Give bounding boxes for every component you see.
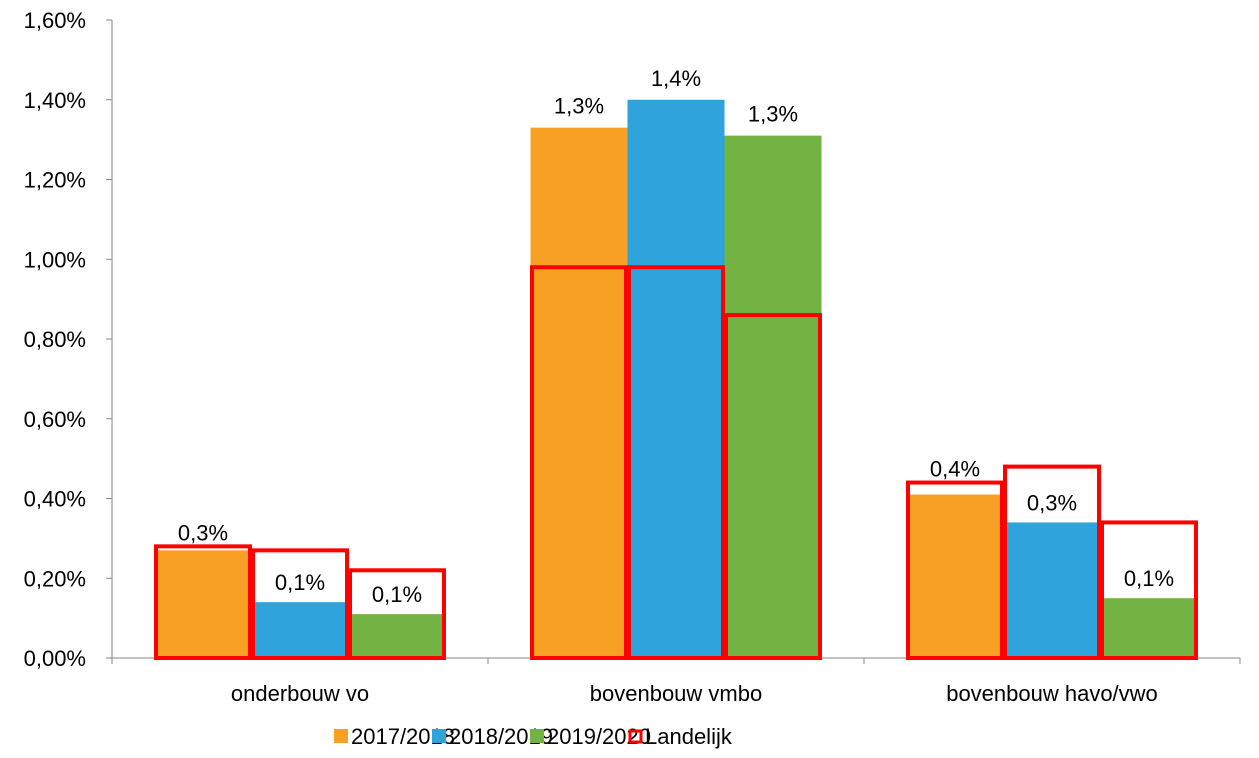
landelijk-outlines	[154, 265, 1198, 661]
legend-item: 2019/2020	[530, 724, 651, 749]
bar	[1100, 598, 1198, 658]
landelijk-outline	[1003, 464, 1101, 660]
data-label: 0,1%	[275, 570, 325, 595]
y-tick-label: 0,60%	[24, 407, 86, 432]
category-label: bovenbouw vmbo	[590, 681, 762, 706]
data-label: 0,4%	[930, 457, 980, 482]
legend-label: Landelijk	[645, 724, 733, 749]
y-tick-label: 0,40%	[24, 487, 86, 512]
legend-swatch	[432, 729, 446, 743]
y-axis: 0,00% 0,20% 0,40% 0,60% 0,80% 1,00% 1,20% 1,40%…	[24, 8, 113, 671]
landelijk-outline	[251, 548, 349, 661]
landelijk-outline	[627, 265, 725, 660]
bar	[530, 127, 628, 659]
data-label: 0,1%	[372, 582, 422, 607]
landelijk-outline	[348, 568, 446, 661]
data-label: 1,3%	[554, 94, 604, 119]
bars	[154, 99, 1198, 659]
x-axis: onderbouw vo bovenbouw vmbo bovenbouw havo…	[111, 657, 1241, 706]
landelijk-outline	[530, 265, 628, 660]
data-label: 0,3%	[178, 520, 228, 545]
y-tick-label: 0,20%	[24, 566, 86, 591]
bar	[348, 614, 446, 658]
data-label: 0,1%	[1124, 566, 1174, 591]
legend-swatch	[334, 729, 348, 743]
landelijk-outline	[724, 313, 822, 660]
bar	[1003, 522, 1101, 658]
y-tick-label: 1,60%	[24, 8, 86, 33]
landelijk-outline	[154, 544, 252, 660]
data-label: 1,3%	[748, 102, 798, 127]
data-label: 1,4%	[651, 66, 701, 91]
bar	[251, 602, 349, 658]
legend-swatch	[530, 729, 544, 743]
y-tick-label: 1,40%	[24, 88, 86, 113]
category-label: bovenbouw havo/vwo	[946, 681, 1158, 706]
y-tick-label: 0,00%	[24, 646, 86, 671]
bar	[906, 494, 1004, 658]
category-label: onderbouw vo	[231, 681, 369, 706]
bar	[627, 99, 725, 658]
bar	[724, 135, 822, 658]
data-labels: 0,3% 0,1% 0,1% 1,3% 1,4% 1,3% 0,4% 0,3% 0,1%	[178, 66, 1174, 607]
legend-item: Landelijk	[628, 724, 733, 749]
legend-label: 2019/2020	[547, 724, 651, 749]
y-tick-label: 1,20%	[24, 168, 86, 193]
bar	[154, 550, 252, 658]
legend-swatch	[628, 729, 643, 744]
y-tick-label: 0,80%	[24, 327, 86, 352]
landelijk-outline	[906, 480, 1004, 660]
y-tick-label: 1,00%	[24, 247, 86, 272]
data-label: 0,3%	[1027, 490, 1077, 515]
landelijk-outline	[1100, 520, 1198, 660]
